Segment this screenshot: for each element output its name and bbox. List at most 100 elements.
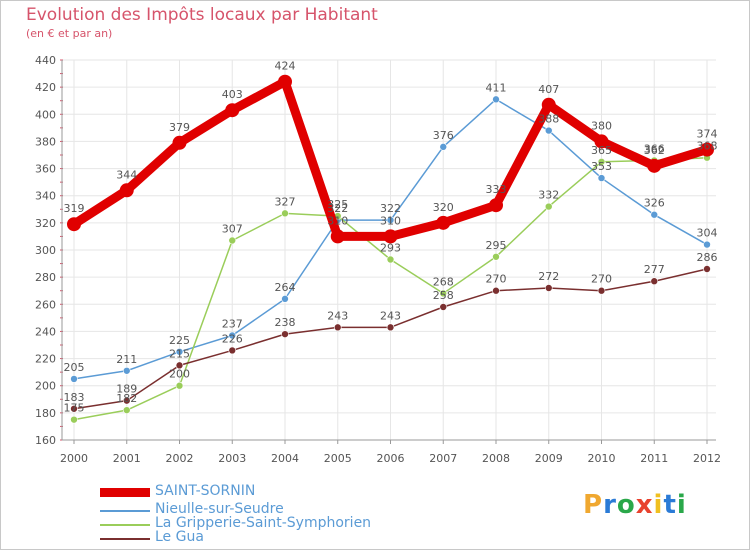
data-point <box>119 183 134 198</box>
data-label: 319 <box>64 202 85 215</box>
data-label: 411 <box>486 81 507 94</box>
legend-label: Le Gua <box>155 529 204 545</box>
data-point <box>386 255 395 264</box>
legend-swatch <box>100 510 150 512</box>
logo-letter: o <box>616 490 636 520</box>
y-tick-label: 420 <box>35 81 56 94</box>
data-label: 243 <box>327 309 348 322</box>
data-label: 264 <box>275 281 296 294</box>
data-point <box>333 323 342 332</box>
data-point <box>122 396 131 405</box>
y-tick-label: 240 <box>35 325 56 338</box>
data-label: 403 <box>222 88 243 101</box>
data-label: 380 <box>591 119 612 132</box>
data-point <box>597 157 606 166</box>
logo-letter: i <box>676 490 687 520</box>
y-tick-label: 180 <box>35 407 56 420</box>
x-tick-label: 2011 <box>640 452 668 465</box>
data-point <box>70 415 78 424</box>
data-point <box>439 303 448 311</box>
data-label: 353 <box>591 160 612 173</box>
logo-letter: r <box>603 490 617 520</box>
data-label: 365 <box>591 144 612 157</box>
data-point <box>489 198 503 213</box>
y-tick-label: 440 <box>35 54 56 67</box>
data-point <box>597 174 606 182</box>
data-label: 211 <box>116 353 137 366</box>
data-point <box>544 126 553 135</box>
data-label: 272 <box>538 270 559 283</box>
data-point <box>439 143 448 151</box>
y-tick-label: 220 <box>35 353 56 366</box>
legend-label: Nieulle-sur-Seudre <box>155 501 284 517</box>
data-point <box>122 366 131 375</box>
x-tick-label: 2002 <box>166 452 194 465</box>
x-tick-label: 2003 <box>218 452 246 465</box>
data-point <box>650 277 659 286</box>
data-point <box>228 236 237 245</box>
y-tick-label: 400 <box>35 108 56 121</box>
data-label: 238 <box>275 316 296 329</box>
data-label: 333 <box>486 183 507 196</box>
data-point <box>175 347 184 356</box>
data-point <box>122 406 131 414</box>
logo-letter: P <box>583 490 604 520</box>
data-point <box>70 375 78 383</box>
proxiti-logo: Proxiti <box>583 490 687 520</box>
y-tick-label: 260 <box>35 298 56 311</box>
data-point <box>228 346 237 355</box>
data-label: 310 <box>380 214 401 227</box>
data-label: 362 <box>644 144 665 157</box>
y-tick-label: 380 <box>35 135 56 148</box>
data-label: 376 <box>433 129 454 142</box>
y-tick-label: 200 <box>35 380 56 393</box>
x-tick-label: 2001 <box>113 452 141 465</box>
data-point <box>281 295 289 303</box>
data-label: 320 <box>433 201 454 214</box>
logo-letter: i <box>653 490 664 520</box>
y-tick-label: 160 <box>35 434 56 447</box>
data-label: 268 <box>433 275 454 288</box>
data-label: 322 <box>380 202 401 215</box>
data-label: 388 <box>538 113 559 126</box>
data-label: 175 <box>64 402 85 415</box>
data-point <box>383 229 398 244</box>
data-label: 189 <box>116 383 137 396</box>
x-tick-label: 2009 <box>535 452 563 465</box>
data-point <box>436 215 451 230</box>
data-point <box>175 361 184 370</box>
data-label: 325 <box>327 198 348 211</box>
data-label: 183 <box>64 391 85 404</box>
data-label: 182 <box>116 392 137 405</box>
logo-letter: t <box>663 490 677 520</box>
data-point <box>703 240 711 249</box>
data-label: 424 <box>275 60 296 73</box>
x-tick-label: 2010 <box>588 452 616 465</box>
data-point <box>544 202 553 211</box>
data-label: 344 <box>116 168 137 181</box>
y-tick-label: 280 <box>35 271 56 284</box>
data-point <box>172 135 187 150</box>
data-label: 200 <box>169 368 190 381</box>
data-label: 225 <box>169 334 190 347</box>
y-tick-label: 300 <box>35 244 56 257</box>
chart-title: Evolution des Impôts locaux par Habitant <box>26 5 378 25</box>
data-label: 366 <box>644 142 665 155</box>
chart-subtitle: (en € et par an) <box>26 27 113 40</box>
data-point <box>544 284 553 292</box>
data-label: 374 <box>697 128 718 141</box>
data-label: 295 <box>486 239 507 252</box>
data-point <box>278 74 292 89</box>
data-label: 243 <box>380 309 401 322</box>
data-point <box>67 217 81 232</box>
x-tick-label: 2005 <box>324 452 352 465</box>
data-point <box>225 103 240 118</box>
data-label: 277 <box>644 263 665 276</box>
x-tick-label: 2000 <box>60 452 88 465</box>
data-label: 379 <box>169 121 190 134</box>
data-point <box>597 286 606 295</box>
data-point <box>703 265 711 273</box>
data-label: 407 <box>538 83 559 96</box>
x-tick-label: 2004 <box>271 452 299 465</box>
